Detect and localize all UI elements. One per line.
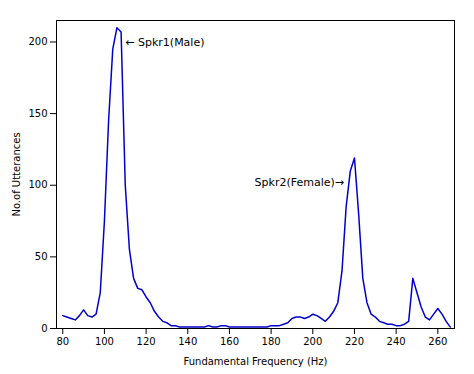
svg-text:0: 0 [41,323,47,334]
svg-text:Spkr2(Female)→: Spkr2(Female)→ [255,176,344,189]
svg-text:100: 100 [95,336,114,347]
svg-text:220: 220 [345,336,364,347]
svg-text:80: 80 [56,336,69,347]
svg-text:50: 50 [35,251,48,262]
svg-text:No.of Utterances: No.of Utterances [11,132,22,216]
svg-text:240: 240 [387,336,406,347]
svg-text:200: 200 [303,336,322,347]
svg-text:160: 160 [220,336,239,347]
svg-text:200: 200 [28,36,47,47]
svg-text:← Spkr1(Male): ← Spkr1(Male) [125,36,204,49]
svg-text:120: 120 [137,336,156,347]
svg-text:Fundamental Frequency (Hz): Fundamental Frequency (Hz) [183,356,327,367]
svg-text:100: 100 [28,179,47,190]
svg-text:180: 180 [262,336,281,347]
svg-text:140: 140 [178,336,197,347]
svg-text:150: 150 [28,108,47,119]
svg-text:260: 260 [428,336,447,347]
